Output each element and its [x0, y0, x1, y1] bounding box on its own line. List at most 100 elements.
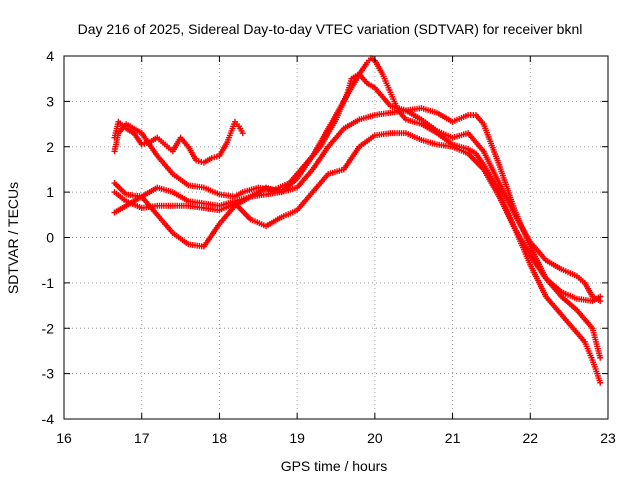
- data-markers: [341, 86, 354, 103]
- data-markers: [451, 113, 469, 124]
- y-axis-label: SDTVAR / TECUs: [5, 182, 21, 294]
- data-markers: [217, 141, 230, 157]
- series-arc-5: [111, 105, 604, 305]
- data-markers: [311, 172, 330, 194]
- data-markers: [467, 112, 477, 118]
- data-markers: [420, 137, 438, 147]
- data-markers: [544, 276, 563, 294]
- data-markers: [560, 295, 579, 312]
- y-tick-label: 2: [46, 139, 54, 155]
- x-tick-label: 22: [522, 430, 538, 446]
- data-markers: [237, 125, 245, 134]
- y-tick-label: -2: [42, 320, 55, 336]
- data-markers: [474, 152, 486, 166]
- data-markers: [528, 245, 548, 280]
- data-markers: [310, 127, 331, 157]
- data-markers: [187, 182, 205, 191]
- data-markers: [187, 241, 205, 250]
- data-markers: [559, 313, 571, 325]
- data-markers: [179, 136, 190, 148]
- data-markers: [203, 185, 221, 197]
- data-markers: [575, 308, 594, 330]
- data-markers: [474, 141, 486, 153]
- data-markers: [582, 341, 595, 361]
- y-tick-label: -4: [42, 411, 55, 427]
- data-markers: [366, 81, 376, 90]
- x-tick-label: 16: [56, 430, 72, 446]
- data-markers: [156, 185, 174, 195]
- data-markers: [380, 73, 393, 93]
- data-markers: [171, 231, 190, 246]
- data-markers: [249, 217, 267, 229]
- data-point: [597, 354, 604, 361]
- x-tick-label: 18: [212, 430, 228, 446]
- x-tick-label: 19: [289, 430, 305, 446]
- data-markers: [113, 181, 128, 196]
- data-markers: [295, 168, 315, 189]
- data-markers: [342, 117, 361, 131]
- x-tick-label: 21: [445, 430, 461, 446]
- data-markers: [590, 359, 603, 384]
- data-markers: [575, 274, 586, 285]
- data-markers: [436, 110, 454, 124]
- data-markers: [405, 105, 423, 114]
- data-markers: [113, 203, 128, 215]
- data-markers: [148, 135, 159, 145]
- data-markers: [171, 172, 190, 187]
- data-markers: [451, 144, 469, 156]
- data-markers: [342, 145, 361, 171]
- data-markers: [117, 122, 128, 135]
- data-markers: [326, 127, 346, 148]
- data-markers: [567, 322, 579, 334]
- data-markers: [265, 215, 283, 228]
- data-markers: [125, 191, 143, 200]
- data-point: [597, 293, 604, 300]
- y-tick-label: 4: [46, 48, 54, 64]
- data-markers: [374, 110, 392, 118]
- y-tick-label: -1: [42, 275, 55, 291]
- data-markers: [358, 133, 376, 149]
- data-markers: [467, 147, 477, 156]
- data-markers: [373, 86, 385, 98]
- data-markers: [171, 190, 190, 204]
- x-axis-label: GPS time / hours: [281, 458, 388, 474]
- data-markers: [280, 208, 298, 220]
- x-tick-label: 17: [134, 430, 150, 446]
- data-markers: [373, 59, 385, 76]
- data-point: [597, 379, 604, 386]
- data-markers: [381, 95, 392, 108]
- data-markers: [512, 209, 533, 248]
- data-markers: [481, 150, 502, 185]
- data-series: [111, 55, 604, 386]
- data-markers: [590, 327, 603, 359]
- data-markers: [140, 195, 159, 216]
- data-markers: [405, 131, 423, 142]
- data-markers: [218, 201, 236, 213]
- data-markers: [544, 258, 563, 272]
- data-markers: [125, 199, 143, 210]
- data-markers: [560, 289, 578, 301]
- data-markers: [202, 156, 213, 165]
- data-markers: [591, 294, 602, 303]
- data-markers: [195, 158, 205, 165]
- data-markers: [155, 213, 175, 235]
- data-point: [239, 130, 246, 137]
- data-markers: [497, 195, 517, 230]
- data-markers: [156, 136, 167, 146]
- data-markers: [560, 267, 578, 279]
- data-markers: [249, 185, 268, 199]
- data-markers: [117, 120, 128, 130]
- data-markers: [233, 190, 244, 199]
- data-markers: [349, 73, 362, 89]
- data-markers: [466, 132, 478, 144]
- chart-title: Day 216 of 2025, Sidereal Day-to-day VTE…: [78, 21, 583, 37]
- data-markers: [218, 204, 237, 226]
- data-markers: [233, 194, 252, 208]
- data-markers: [141, 140, 150, 147]
- data-markers: [326, 100, 346, 130]
- data-markers: [474, 113, 486, 126]
- data-markers: [512, 227, 533, 257]
- y-tick-label: 1: [46, 184, 54, 200]
- data-markers: [481, 123, 502, 166]
